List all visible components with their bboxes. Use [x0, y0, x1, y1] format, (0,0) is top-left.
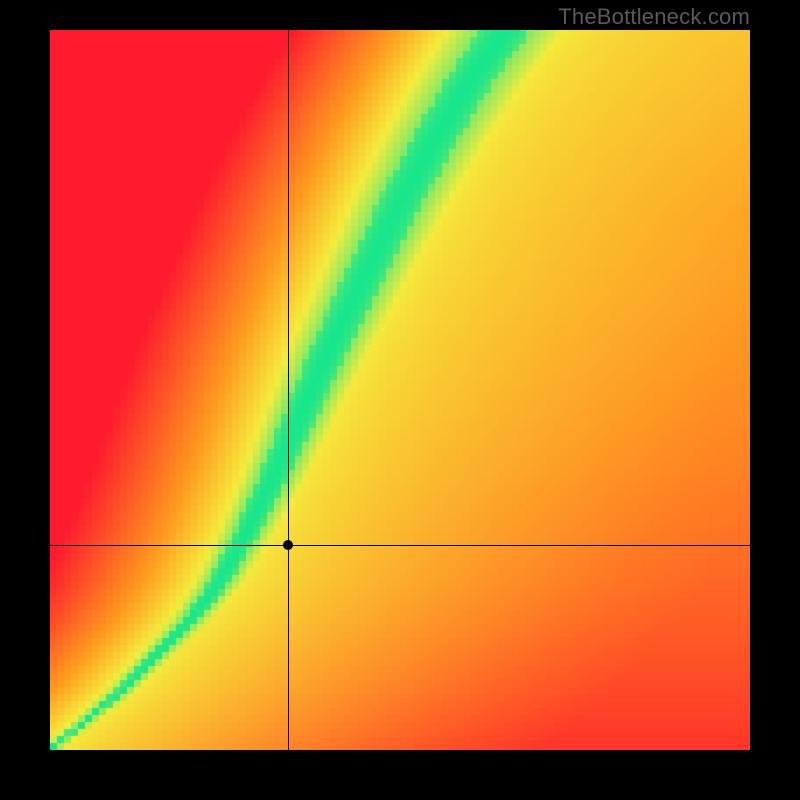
crosshair-vertical: [288, 30, 289, 750]
heatmap-plot: [50, 30, 750, 750]
watermark-text: TheBottleneck.com: [558, 4, 750, 30]
crosshair-horizontal: [50, 545, 750, 546]
heatmap-canvas: [50, 30, 750, 750]
crosshair-marker-dot: [283, 540, 293, 550]
